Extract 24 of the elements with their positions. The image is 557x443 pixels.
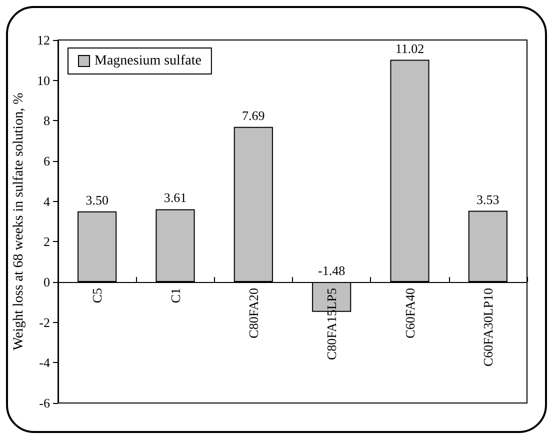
y-tick-label: 12 bbox=[37, 32, 50, 48]
text: 3.53 bbox=[476, 192, 500, 207]
text: 11.02 bbox=[395, 40, 424, 56]
y-tick-label: -6 bbox=[39, 396, 50, 410]
y-tick-label: 2 bbox=[44, 234, 50, 250]
y-tick-label: -2 bbox=[39, 314, 50, 330]
x-tick-label: C60FA40 bbox=[402, 288, 418, 338]
x-tick-label: C5 bbox=[90, 288, 105, 304]
text: 3.61 bbox=[164, 190, 187, 206]
y-tick-label: 0 bbox=[44, 274, 50, 290]
x-tick-label: C60FA30LP10 bbox=[480, 288, 496, 366]
x-tick-label: C1 bbox=[168, 288, 183, 304]
x-tick-label: C80FA15LP5 bbox=[324, 288, 340, 360]
y-tick-label: 8 bbox=[44, 113, 50, 128]
y-tick-label: 6 bbox=[44, 154, 50, 168]
text: 7.69 bbox=[242, 108, 265, 123]
y-tick-label: 10 bbox=[37, 72, 50, 88]
y-tick-label: -4 bbox=[39, 355, 50, 370]
text: 3.50 bbox=[86, 192, 108, 208]
text: -1.48 bbox=[318, 263, 346, 278]
y-axis-title: Weight loss at 68 weeks in sulfate solution, % bbox=[12, 92, 26, 350]
y-tick-label: 4 bbox=[44, 194, 50, 209]
x-tick-label: C80FA20 bbox=[246, 288, 261, 338]
legend-label: Magnesium sulfate bbox=[94, 54, 202, 68]
